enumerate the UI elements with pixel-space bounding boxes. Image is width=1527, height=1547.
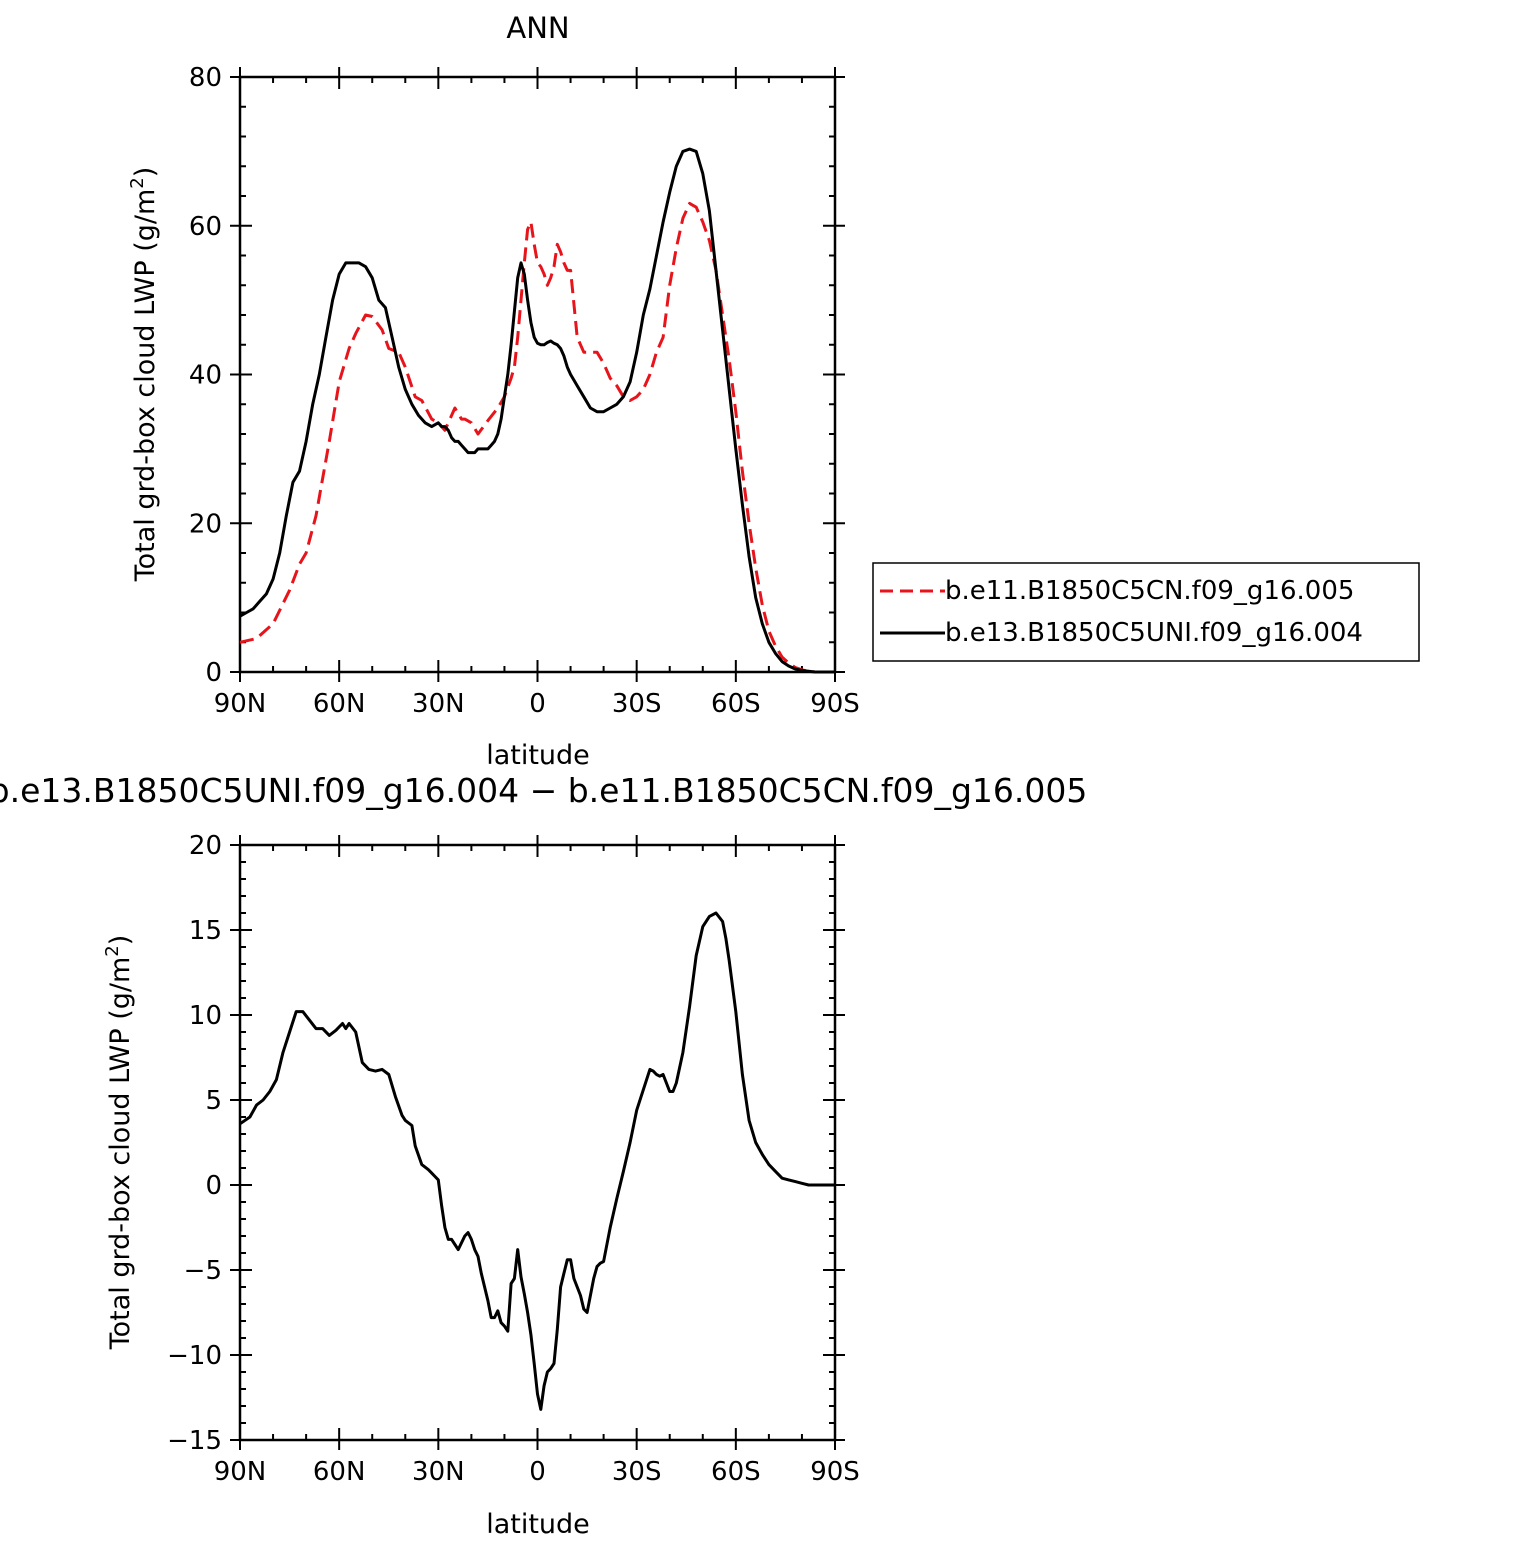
top-x-tick-label: 90S bbox=[810, 689, 860, 719]
top-y-tick-label: 40 bbox=[189, 361, 222, 391]
bottom-y-axis-label-main: Total grd-box cloud LWP (g/m bbox=[105, 957, 136, 1351]
bottom-x-tick-label: 60S bbox=[711, 1457, 761, 1487]
bottom-plot-frame bbox=[238, 843, 837, 1442]
bottom-y-tick-labels: −15 −10 −5 0 5 10 15 20 bbox=[167, 831, 222, 1456]
top-y-axis-label-main: Total grd-box cloud LWP (g/m bbox=[130, 189, 161, 583]
bottom-y-tick-label: −15 bbox=[167, 1426, 222, 1456]
legend-label-series-1: b.e11.B1850C5CN.f09_g16.005 bbox=[945, 576, 1354, 606]
bottom-y-axis-label-close: ) bbox=[105, 935, 136, 946]
bottom-x-tick-label: 90N bbox=[214, 1457, 267, 1487]
top-y-axis-label-close: ) bbox=[130, 167, 161, 178]
top-series-1-line bbox=[239, 201, 835, 674]
top-y-tick-labels: 0 20 40 60 80 bbox=[189, 63, 222, 688]
top-x-tick-labels: 90N 60N 30N 0 30S 60S 90S bbox=[214, 689, 860, 719]
bottom-x-tick-label: 60N bbox=[313, 1457, 366, 1487]
bottom-series-1-line bbox=[239, 911, 835, 1411]
top-x-tick-label: 90N bbox=[214, 689, 267, 719]
bottom-x-tick-labels: 90N 60N 30N 0 30S 60S 90S bbox=[214, 1457, 860, 1487]
bottom-y-axis-label-superscript: 2 bbox=[102, 945, 123, 956]
legend-label-series-2: b.e13.B1850C5UNI.f09_g16.004 bbox=[945, 618, 1363, 648]
bottom-x-tick-label: 90S bbox=[810, 1457, 860, 1487]
bottom-panel: b.e13.B1850C5UNI.f09_g16.004 − b.e11.B18… bbox=[0, 771, 1087, 1540]
top-chart-title: ANN bbox=[506, 11, 569, 45]
bottom-x-tick-label: 30S bbox=[612, 1457, 662, 1487]
top-y-tick-label: 20 bbox=[189, 509, 222, 539]
top-x-tick-label: 30N bbox=[412, 689, 465, 719]
top-panel: ANN 90N 60N 30N 0 30S 60S 90S 0 20 40 60 80 latitu… bbox=[127, 11, 1420, 771]
top-plot-frame bbox=[238, 75, 837, 674]
bottom-x-tick-label: 0 bbox=[529, 1457, 546, 1487]
top-x-tick-label: 30S bbox=[612, 689, 662, 719]
top-x-tick-label: 60S bbox=[711, 689, 761, 719]
bottom-y-tick-label: 5 bbox=[205, 1086, 222, 1116]
top-x-tick-label: 0 bbox=[529, 689, 546, 719]
top-y-tick-label: 60 bbox=[189, 212, 222, 242]
bottom-y-tick-label: −5 bbox=[184, 1256, 222, 1286]
bottom-x-tick-label: 30N bbox=[412, 1457, 465, 1487]
top-series-lines bbox=[239, 147, 835, 674]
top-y-axis-label: Total grd-box cloud LWP (g/m2) bbox=[127, 167, 161, 583]
top-series-2-line bbox=[239, 147, 835, 674]
top-y-tick-label: 0 bbox=[205, 658, 222, 688]
bottom-y-tick-label: 10 bbox=[189, 1001, 222, 1031]
bottom-y-tick-label: −10 bbox=[167, 1341, 222, 1371]
bottom-y-tick-label: 15 bbox=[189, 916, 222, 946]
top-ticks bbox=[230, 67, 845, 682]
legend-box bbox=[872, 562, 1420, 662]
bottom-y-tick-label: 20 bbox=[189, 831, 222, 861]
bottom-x-axis-label: latitude bbox=[486, 1509, 590, 1540]
top-x-axis-label: latitude bbox=[486, 740, 590, 771]
top-y-axis-label-superscript: 2 bbox=[127, 177, 148, 188]
bottom-series-lines bbox=[239, 911, 835, 1411]
bottom-chart-title: b.e13.B1850C5UNI.f09_g16.004 − b.e11.B18… bbox=[0, 771, 1087, 810]
legend: b.e11.B1850C5CN.f09_g16.005 b.e13.B1850C… bbox=[872, 562, 1420, 662]
bottom-ticks bbox=[230, 835, 845, 1450]
bottom-y-tick-label: 0 bbox=[205, 1171, 222, 1201]
top-y-tick-label: 80 bbox=[189, 63, 222, 93]
top-x-tick-label: 60N bbox=[313, 689, 366, 719]
bottom-y-axis-label: Total grd-box cloud LWP (g/m2) bbox=[102, 935, 136, 1351]
